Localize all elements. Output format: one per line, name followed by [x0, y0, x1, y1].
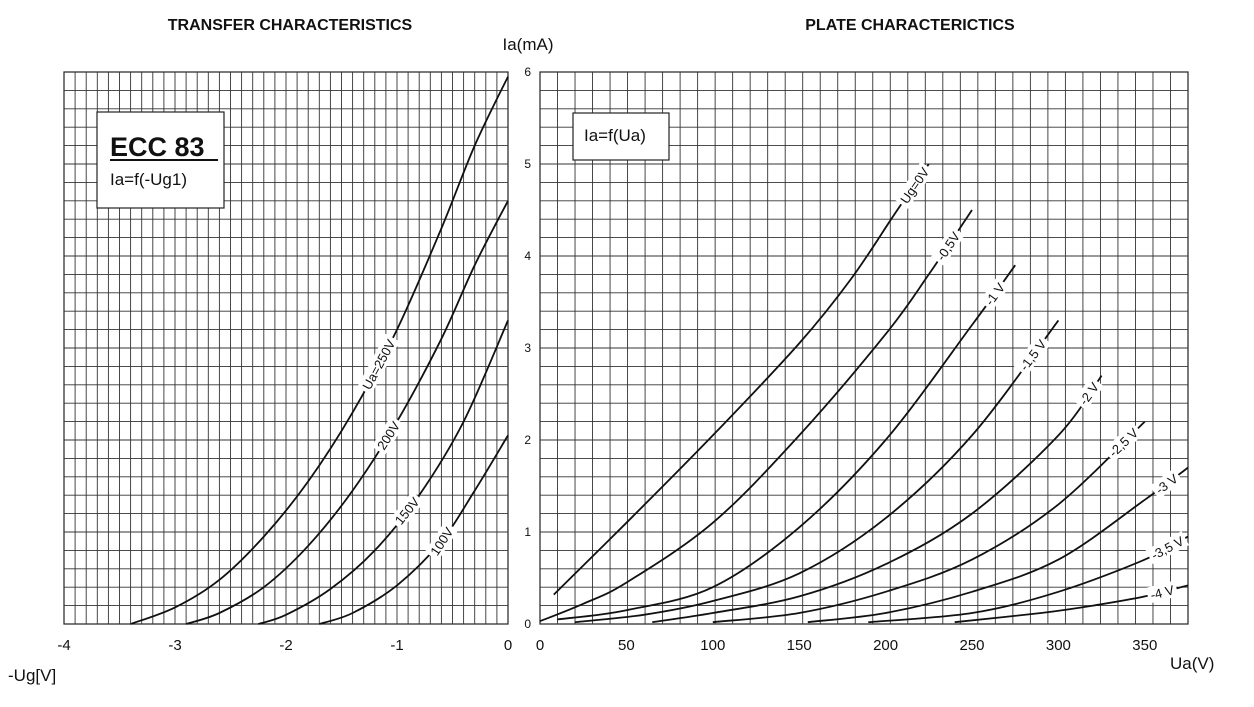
plate-curves	[539, 163, 1189, 624]
transfer-x-tick-1: -3	[168, 637, 181, 654]
transfer-function-label: Ia=f(-Ug1)	[110, 170, 187, 189]
plate-x-tick-6: 300	[1046, 637, 1071, 654]
transfer-x-tick-2: -2	[279, 637, 292, 654]
plate-x-tick-5: 250	[959, 637, 984, 654]
plate-curve-label-8: -4 V	[1145, 580, 1179, 604]
plate-curve-6	[807, 466, 1189, 624]
plate-curve-3	[574, 319, 1060, 624]
transfer-curve-1	[185, 200, 509, 625]
y-axis-label: Ia(mA)	[503, 35, 554, 54]
plate-x-tick-0: 0	[536, 637, 544, 654]
plate-x-axis-label: Ua(V)	[1170, 654, 1214, 673]
y-tick-0: 0	[524, 617, 531, 631]
svg-text:-4 V: -4 V	[1149, 582, 1176, 603]
plate-curve-5	[712, 420, 1146, 624]
transfer-chart-title: TRANSFER CHARACTERISTICS	[168, 17, 413, 34]
plate-x-ticks: 0 50 100 150 200 250 300 350	[536, 637, 1157, 654]
transfer-curves	[130, 76, 509, 625]
transfer-x-tick-4: 0	[504, 637, 512, 654]
plate-x-tick-3: 150	[787, 637, 812, 654]
transfer-x-tick-3: -1	[390, 637, 403, 654]
y-tick-5: 5	[524, 157, 531, 171]
plate-x-tick-2: 100	[700, 637, 725, 654]
transfer-curve-2	[258, 320, 509, 625]
plate-function-label: Ia=f(Ua)	[584, 126, 646, 145]
plate-annotation-box: Ia=f(Ua)	[572, 112, 670, 161]
plate-x-tick-7: 350	[1132, 637, 1157, 654]
y-tick-4: 4	[524, 249, 531, 263]
y-tick-2: 2	[524, 433, 531, 447]
transfer-curve-3	[319, 434, 509, 625]
transfer-x-ticks: -4 -3 -2 -1 0	[57, 637, 512, 654]
plate-curve-2	[557, 264, 1016, 621]
plate-chart-title: PLATE CHARACTERICTICS	[805, 17, 1015, 34]
plate-curve-0	[553, 163, 930, 596]
y-tick-1: 1	[524, 525, 531, 539]
y-tick-3: 3	[524, 341, 531, 355]
tube-name: ECC 83	[110, 132, 205, 162]
shared-y-ticks: 0 1 2 3 4 5 6	[524, 65, 531, 631]
tube-annotation-box: ECC 83 Ia=f(-Ug1)	[96, 111, 225, 209]
transfer-x-axis-label: -Ug[V]	[8, 666, 56, 685]
plate-curve-4	[652, 375, 1103, 624]
plate-x-tick-1: 50	[618, 637, 635, 654]
plate-curve-1	[539, 209, 973, 623]
y-tick-6: 6	[524, 65, 531, 79]
plate-x-tick-4: 200	[873, 637, 898, 654]
transfer-x-tick-0: -4	[57, 637, 70, 654]
transfer-curve-0	[130, 76, 509, 625]
